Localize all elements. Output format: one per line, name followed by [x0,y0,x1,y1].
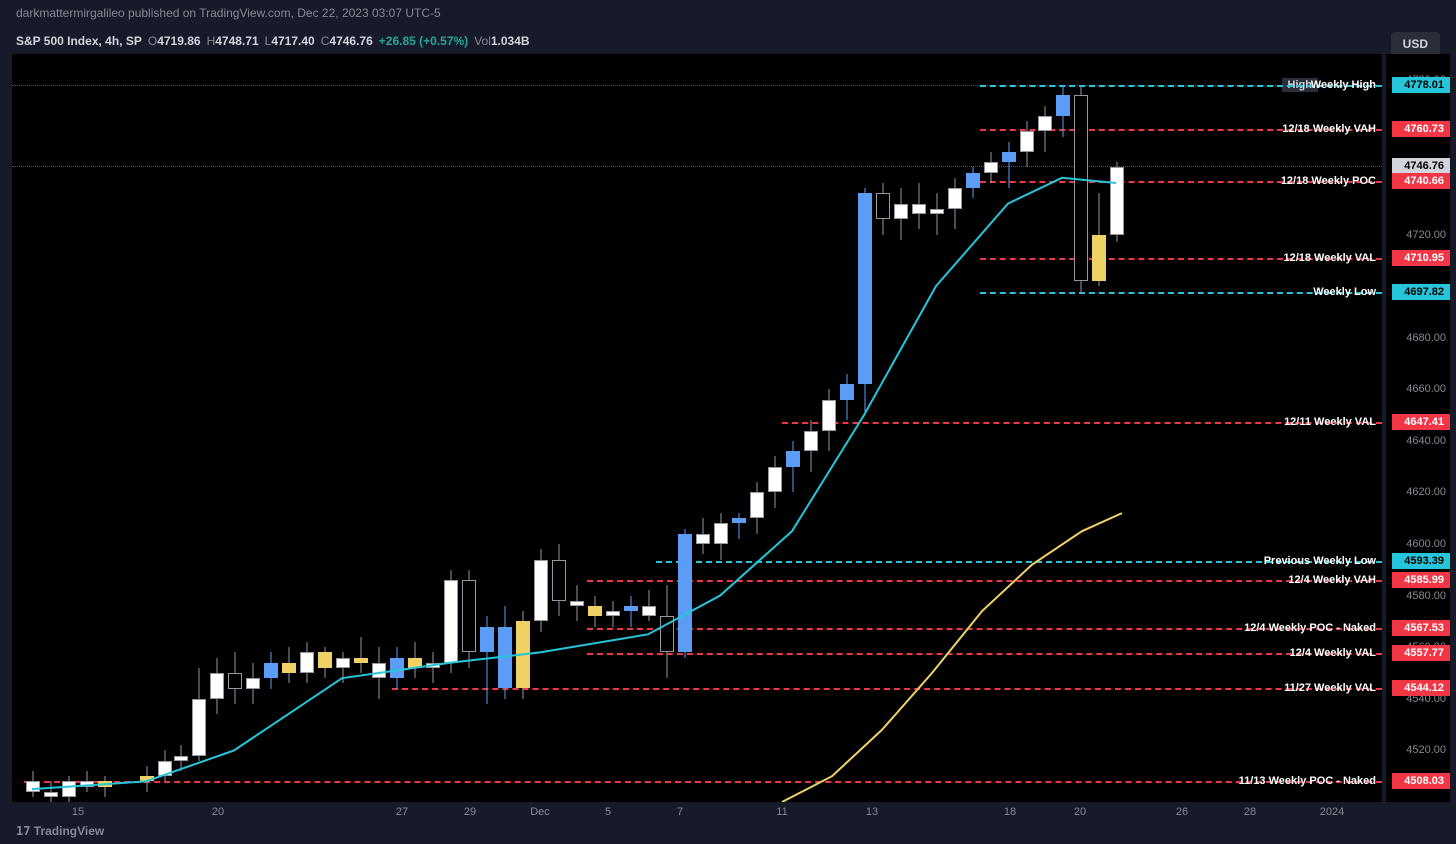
level-label: 12/18 Weekly POC [1281,175,1376,187]
publisher-text: darkmattermirgalileo published on Tradin… [16,6,441,20]
current-price-tag: 4746.76 [1392,158,1450,174]
level-label: Previous Weekly Low [1264,555,1376,567]
level-price-tag: 4544.12 [1392,680,1450,696]
level-price-tag: 4697.82 [1392,284,1450,300]
time-tick: 26 [1176,806,1188,818]
level-price-tag: 4710.95 [1392,250,1450,266]
tradingview-logo: 17 TradingView [16,824,104,838]
price-tick: 4720.00 [1406,229,1446,241]
level-label: Weekly Low [1313,286,1376,298]
price-tick: 4580.00 [1406,590,1446,602]
price-tick: 4680.00 [1406,332,1446,344]
time-tick: 18 [1004,806,1016,818]
level-price-tag: 4585.99 [1392,572,1450,588]
time-tick: 2024 [1320,806,1344,818]
level-label: 11/27 Weekly VAL [1284,682,1376,694]
time-tick: 7 [677,806,683,818]
time-tick: 11 [776,806,787,818]
time-tick: 20 [1074,806,1086,818]
candlestick-chart[interactable]: HighWeekly High12/18 Weekly VAH12/18 Wee… [12,54,1382,802]
currency-badge[interactable]: USD [1391,32,1440,56]
price-axis[interactable]: 4520.004540.004560.004580.004600.004620.… [1386,54,1450,802]
level-line [587,653,1382,655]
time-tick: 20 [212,806,224,818]
change-value: +26.85 (+0.57%) [379,34,468,48]
time-tick: 27 [396,806,408,818]
symbol-label: S&P 500 Index, 4h, SP [16,34,142,48]
level-line [587,580,1382,582]
level-line [24,781,1382,783]
level-label: 12/4 Weekly VAH [1288,574,1376,586]
price-tick: 4520.00 [1406,744,1446,756]
level-label: 12/18 Weekly VAH [1282,123,1376,135]
price-tick: 4620.00 [1406,486,1446,498]
time-tick: 15 [72,806,84,818]
price-tick: 4640.00 [1406,435,1446,447]
time-tick: 13 [866,806,878,818]
time-tick: 28 [1244,806,1256,818]
level-price-tag: 4647.41 [1392,414,1450,430]
time-tick: Dec [530,806,550,818]
level-label: Weekly High [1311,79,1376,91]
level-label: 12/18 Weekly VAL [1283,252,1376,264]
level-label: 11/13 Weekly POC - Naked [1239,775,1376,787]
ohlc-bar: S&P 500 Index, 4h, SP O4719.86 H4748.71 … [16,34,530,48]
level-price-tag: 4567.53 [1392,620,1450,636]
time-axis[interactable]: 15 20 27 29 Dec 5 7 11 13 18 20 26 28 2024 [12,802,1382,826]
price-tick: 4660.00 [1406,383,1446,395]
level-label: 12/4 Weekly POC - Naked [1244,622,1376,634]
time-tick: 5 [605,806,611,818]
level-price-tag: 4778.01 [1392,77,1450,93]
level-price-tag: 4508.03 [1392,773,1450,789]
level-price-tag: 4557.77 [1392,645,1450,661]
publish-header: darkmattermirgalileo published on Tradin… [0,0,1456,26]
level-line [392,688,1382,690]
level-price-tag: 4593.39 [1392,553,1450,569]
level-price-tag: 4760.73 [1392,121,1450,137]
time-tick: 29 [464,806,476,818]
level-label: 12/4 Weekly VAL [1290,647,1376,659]
price-tick: 4600.00 [1406,538,1446,550]
level-price-tag: 4740.66 [1392,173,1450,189]
level-label: 12/11 Weekly VAL [1284,416,1376,428]
